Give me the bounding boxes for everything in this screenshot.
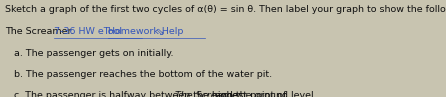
Text: ⇘: ⇘ — [155, 27, 164, 37]
Text: a. The passenger gets on initially.: a. The passenger gets on initially. — [14, 49, 174, 58]
Text: Homework Help: Homework Help — [108, 27, 183, 36]
Text: The Screamer: The Screamer — [175, 91, 241, 97]
Text: and the ground level.: and the ground level. — [212, 91, 317, 97]
Text: The Screamer.: The Screamer. — [5, 27, 74, 36]
Text: b. The passenger reaches the bottom of the water pit.: b. The passenger reaches the bottom of t… — [14, 70, 273, 79]
Text: 7-36 HW eTool: 7-36 HW eTool — [54, 27, 122, 36]
Text: c. The passenger is halfway between the highest point of: c. The passenger is halfway between the … — [14, 91, 289, 97]
Text: Sketch a graph of the first two cycles of α(θ) = sin θ. Then label your graph to: Sketch a graph of the first two cycles o… — [5, 5, 446, 14]
